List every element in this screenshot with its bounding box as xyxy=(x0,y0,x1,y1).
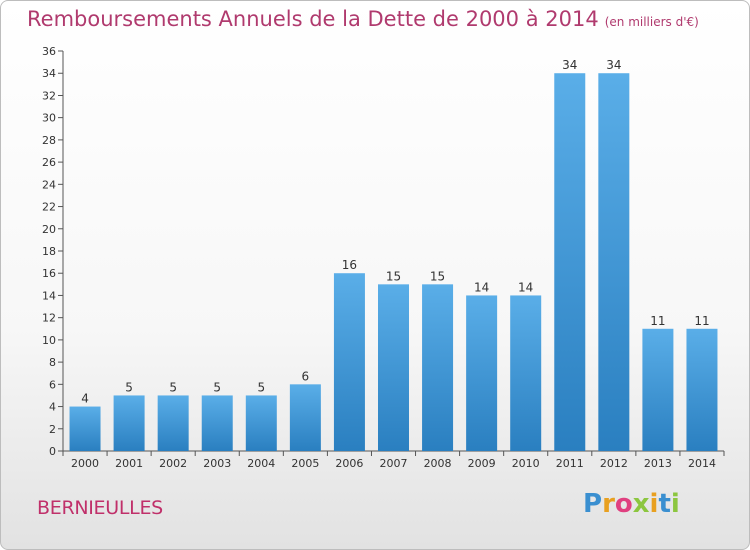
y-tick-label: 30 xyxy=(42,112,56,125)
logo-letter: t xyxy=(658,489,671,519)
y-tick-label: 8 xyxy=(49,356,56,369)
logo-letter: o xyxy=(614,489,633,519)
x-tick-label-2013: 2013 xyxy=(644,457,672,470)
y-tick-label: 12 xyxy=(42,312,56,325)
data-label-2013: 11 xyxy=(650,314,665,328)
chart-title: Remboursements Annuels de la Dette de 20… xyxy=(27,7,699,31)
logo-letter: i xyxy=(670,489,680,519)
x-tick-label-2010: 2010 xyxy=(512,457,540,470)
x-tick-label-2002: 2002 xyxy=(159,457,187,470)
data-label-2000: 4 xyxy=(81,392,89,406)
data-label-2007: 15 xyxy=(386,269,401,283)
y-tick-label: 16 xyxy=(42,267,56,280)
x-tick-label-2014: 2014 xyxy=(688,457,716,470)
data-label-2003: 5 xyxy=(213,380,221,394)
x-tick-label-2008: 2008 xyxy=(424,457,452,470)
chart-title-text: Remboursements Annuels de la Dette de 20… xyxy=(27,7,599,31)
y-tick-label: 18 xyxy=(42,245,56,258)
data-label-2005: 6 xyxy=(302,369,310,383)
bar-2010 xyxy=(510,295,542,451)
y-tick-label: 36 xyxy=(42,45,56,58)
y-tick-label: 22 xyxy=(42,201,56,214)
bar-2000 xyxy=(69,406,101,451)
bar-2013 xyxy=(642,328,674,451)
data-label-2012: 34 xyxy=(606,58,621,72)
y-tick-label: 24 xyxy=(42,178,56,191)
y-tick-label: 0 xyxy=(49,445,56,458)
y-tick-label: 10 xyxy=(42,334,56,347)
x-tick-label-2011: 2011 xyxy=(556,457,584,470)
data-label-2004: 5 xyxy=(257,380,265,394)
y-tick-label: 20 xyxy=(42,223,56,236)
x-tick-label-2012: 2012 xyxy=(600,457,628,470)
bar-2005 xyxy=(289,384,321,451)
y-tick-label: 2 xyxy=(49,423,56,436)
logo-letter: i xyxy=(649,489,659,519)
data-label-2010: 14 xyxy=(518,280,533,294)
y-tick-label: 14 xyxy=(42,289,56,302)
y-tick-label: 34 xyxy=(42,67,56,80)
bar-2014 xyxy=(686,328,718,451)
x-tick-label-2004: 2004 xyxy=(247,457,275,470)
bar-2009 xyxy=(466,295,498,451)
data-label-2006: 16 xyxy=(342,258,357,272)
bar-2004 xyxy=(245,395,277,451)
x-tick-label-2003: 2003 xyxy=(203,457,231,470)
logo-letter: P xyxy=(583,489,603,519)
bar-2001 xyxy=(113,395,145,451)
bar-2002 xyxy=(157,395,189,451)
y-tick-label: 32 xyxy=(42,89,56,102)
data-label-2014: 11 xyxy=(694,314,709,328)
data-label-2009: 14 xyxy=(474,280,489,294)
data-label-2011: 34 xyxy=(562,58,577,72)
y-tick-label: 6 xyxy=(49,378,56,391)
bar-2012 xyxy=(598,73,630,451)
data-label-2002: 5 xyxy=(169,380,177,394)
bar-2006 xyxy=(333,273,365,451)
x-tick-label-2006: 2006 xyxy=(335,457,363,470)
data-label-2001: 5 xyxy=(125,380,133,394)
y-tick-label: 28 xyxy=(42,134,56,147)
y-tick-label: 26 xyxy=(42,156,56,169)
commune-name: BERNIEULLES xyxy=(37,497,163,519)
x-tick-label-2000: 2000 xyxy=(71,457,99,470)
data-label-2008: 15 xyxy=(430,269,445,283)
bar-2007 xyxy=(378,284,409,451)
x-tick-label-2009: 2009 xyxy=(468,457,496,470)
logo-letter: x xyxy=(632,489,650,519)
bar-2008 xyxy=(422,284,454,451)
y-tick-label: 4 xyxy=(49,401,56,414)
bar-2011 xyxy=(554,73,586,451)
chart-unit-label: (en milliers d'€) xyxy=(604,15,699,29)
x-tick-label-2001: 2001 xyxy=(115,457,143,470)
x-tick-label-2005: 2005 xyxy=(291,457,319,470)
x-tick-label-2007: 2007 xyxy=(380,457,408,470)
bar-2003 xyxy=(201,395,233,451)
logo-letter: r xyxy=(602,489,615,519)
proxiti-logo: Proxiti xyxy=(583,489,680,519)
